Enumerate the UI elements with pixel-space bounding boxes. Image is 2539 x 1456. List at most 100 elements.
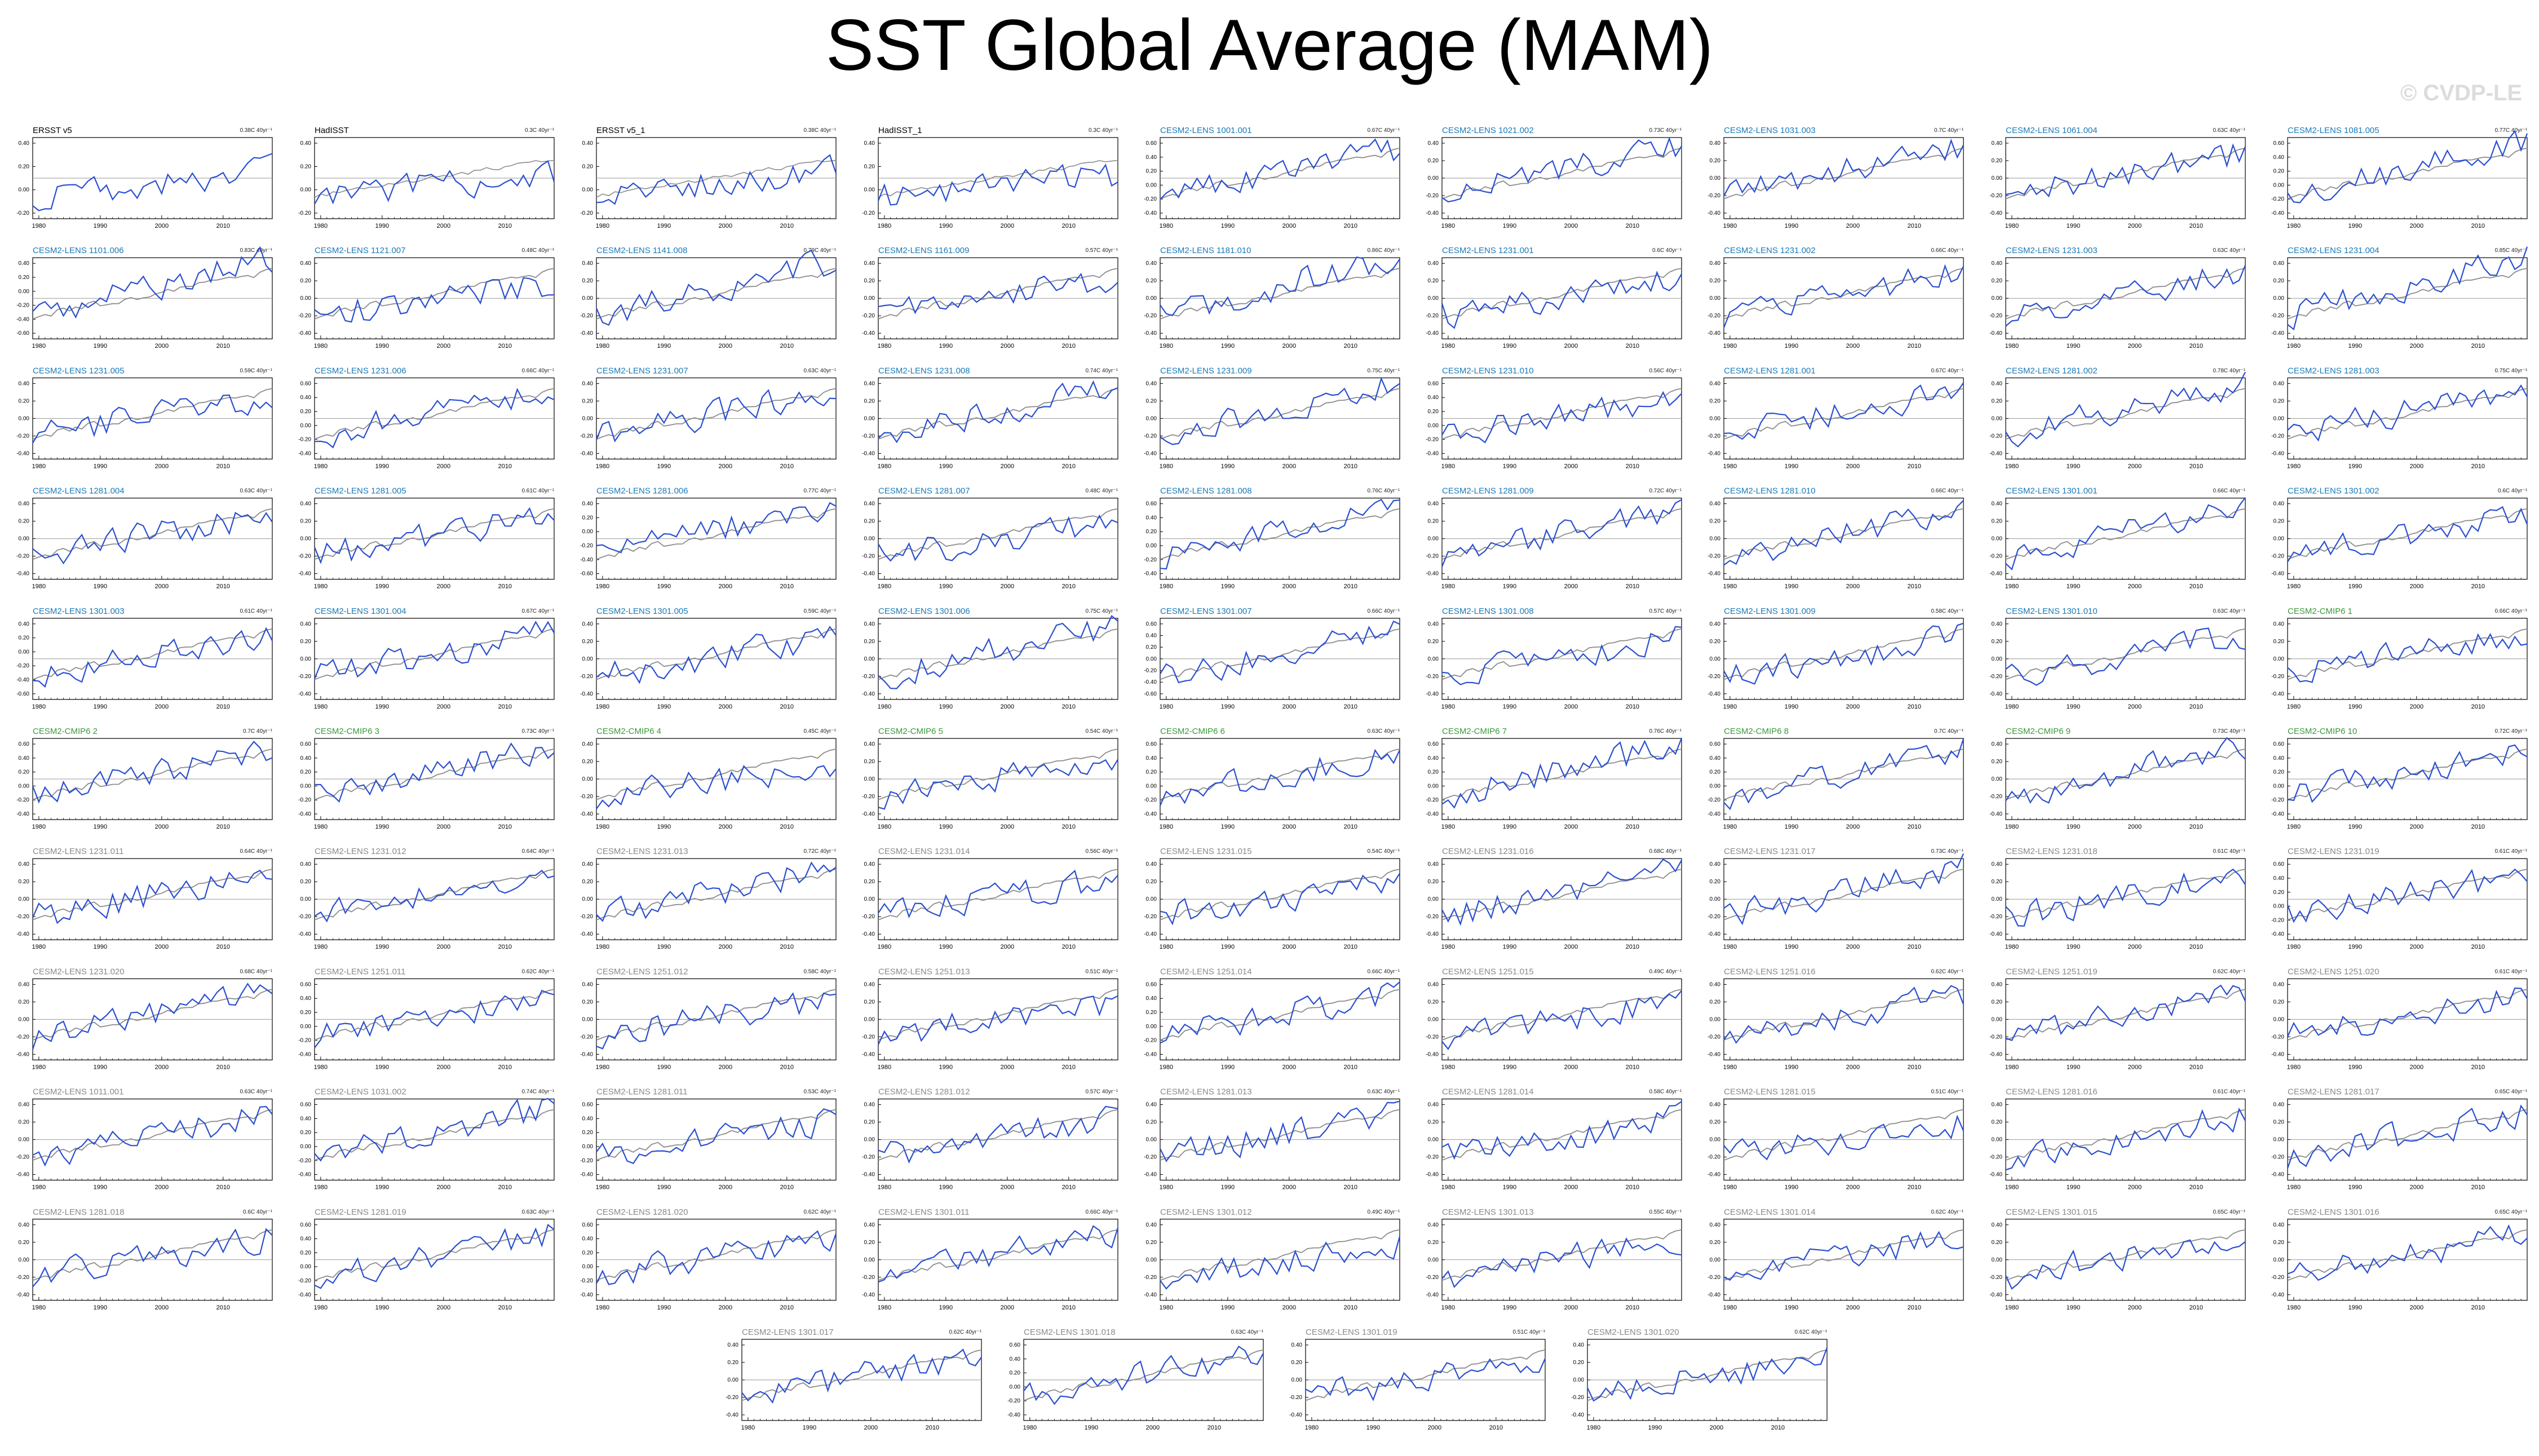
x-tick-label: 2000 [2128,463,2142,470]
ensemble-mean-line [1441,749,1682,800]
y-tick-label: -0.20 [16,1274,29,1281]
y-tick-label: 0.00 [1992,175,2003,182]
x-tick-label: 1990 [1785,223,1798,229]
x-tick-label: 1980 [878,944,891,950]
ensemble-mean-line [878,749,1118,800]
y-tick-label: 0.40 [582,380,594,387]
ensemble-mean-line [1160,508,1400,560]
y-tick-label: 0.20 [582,879,594,885]
member-series-line [1723,738,1965,811]
y-tick-label: -0.40 [580,811,593,817]
y-tick-label: 0.60 [2273,861,2285,868]
y-tick-label: -0.40 [16,571,29,577]
panel: CESM2-LENS 1301.004 0.67C 40yr⁻¹ 0.40 0.20 0… [298,607,555,710]
ensemble-mean-line [314,749,555,800]
y-tick-label: -0.20 [1708,554,1720,560]
trend-label: 0.61C 40yr⁻¹ [240,608,272,614]
member-series-line [2287,130,2528,203]
x-tick-label: 2010 [780,1184,794,1191]
panel-title: CESM2-LENS 1231.011 [33,847,123,856]
y-tick-label: -0.40 [298,330,311,337]
member-series-line [2005,371,2246,448]
y-tick-label: 0.00 [2273,536,2285,542]
y-tick-label: 0.40 [864,140,875,147]
y-tick-label: -0.40 [580,330,593,337]
x-tick-label: 1990 [94,1304,107,1311]
y-tick-label: 0.40 [1428,260,1439,267]
y-tick-label: 0.20 [582,398,594,404]
x-tick-label: 2000 [1846,1184,1860,1191]
y-tick-label: 0.00 [864,896,875,902]
panel: CESM2-LENS 1181.010 0.86C 40yr⁻¹ 0.40 0.20 0… [1144,246,1400,349]
x-tick-label: 2000 [155,463,169,470]
x-tick-label: 1990 [2067,463,2080,470]
member-series-line [1441,271,1682,329]
trend-label: 0.72C 40yr⁻¹ [803,848,836,855]
x-tick-label: 2000 [155,944,169,950]
x-tick-label: 1990 [2348,1184,2362,1191]
trend-label: 0.75C 40yr⁻¹ [1367,368,1400,374]
trend-label: 0.3C 40yr⁻¹ [525,127,555,134]
x-tick-label: 1980 [1160,1064,1173,1070]
panel-title: CESM2-LENS 1021.002 [1442,126,1534,135]
x-tick-label: 1990 [2348,583,2362,590]
x-tick-label: 2010 [1062,1184,1076,1191]
y-tick-label: 0.40 [582,621,594,627]
x-tick-label: 2000 [2128,824,2142,830]
y-tick-label: 0.60 [1146,621,1157,627]
y-tick-label: 0.00 [1710,175,1721,182]
y-tick-label: -0.60 [16,691,29,697]
panel-title: CESM2-LENS 1281.001 [1724,366,1816,375]
y-tick-label: 0.40 [1428,395,1439,401]
x-tick-label: 2010 [498,824,512,830]
panel-title: CESM2-LENS 1281.014 [1442,1087,1534,1097]
panel: CESM2-LENS 1251.015 0.49C 40yr⁻¹ 0.40 0.20 0… [1426,967,1682,1070]
panel: CESM2-LENS 1281.007 0.48C 40yr⁻¹ 0.40 0.20 0… [862,486,1118,590]
y-tick-label: 0.20 [300,409,312,415]
y-tick-label: 0.00 [300,295,312,302]
panel-title: CESM2-LENS 1141.008 [596,246,687,255]
trend-label: 0.49C 40yr⁻¹ [1649,968,1682,975]
y-tick-label: 0.40 [1992,621,2003,627]
y-tick-label: 0.40 [2273,154,2285,161]
x-tick-label: 2010 [1626,583,1639,590]
y-tick-label: 0.00 [1710,1016,1721,1023]
x-tick-label: 1990 [2067,944,2080,950]
panel-title: CESM2-LENS 1231.002 [1724,246,1816,255]
member-series-line [1160,620,1400,684]
ensemble-mean-line [2287,628,2528,680]
member-series-line [1441,626,1682,685]
chart-title: SST Global Average (MAM) [825,5,1714,86]
x-tick-label: 1980 [1723,1184,1737,1191]
x-tick-label: 2010 [2471,824,2485,830]
trend-label: 0.85C 40yr⁻¹ [2494,247,2527,254]
y-tick-label: -0.40 [2271,330,2284,337]
y-tick-label: -0.60 [580,571,593,577]
x-tick-label: 2000 [1846,944,1860,950]
x-tick-label: 2010 [1908,703,1921,710]
trend-label: 0.6C 40yr⁻¹ [1652,247,1682,254]
y-tick-label: 0.40 [300,621,312,627]
y-tick-label: 0.20 [2273,769,2285,776]
x-tick-label: 2000 [1001,583,1014,590]
panel-title: CESM2-LENS 1231.004 [2288,246,2379,255]
y-tick-label: 0.20 [19,635,30,641]
y-tick-label: 0.20 [19,769,30,776]
panel: CESM2-LENS 1021.002 0.73C 40yr⁻¹ 0.40 0.20 0… [1426,126,1682,229]
member-series-line [32,394,273,444]
y-tick-label: 0.20 [864,519,875,525]
member-series-line [313,621,555,679]
panel: CESM2-CMIP6 2 0.7C 40yr⁻¹ 0.60 0.40 0.20 0.00… [16,727,272,830]
x-tick-label: 2000 [719,463,732,470]
trend-label: 0.59C 40yr⁻¹ [803,608,836,614]
y-tick-label: 0.40 [864,981,875,988]
x-tick-label: 1990 [1785,583,1798,590]
trend-label: 0.68C 40yr⁻¹ [1649,848,1682,855]
ensemble-mean-line [878,508,1118,560]
panel-title: CESM2-CMIP6 6 [1160,727,1225,736]
x-tick-label: 2000 [437,944,450,950]
x-tick-label: 2000 [2410,223,2423,229]
panel-title: CESM2-LENS 1301.001 [2006,486,2098,496]
y-tick-label: 0.60 [1146,741,1157,747]
panel: CESM2-LENS 1081.005 0.77C 40yr⁻¹ 0.60 0.40 0… [2271,126,2528,229]
